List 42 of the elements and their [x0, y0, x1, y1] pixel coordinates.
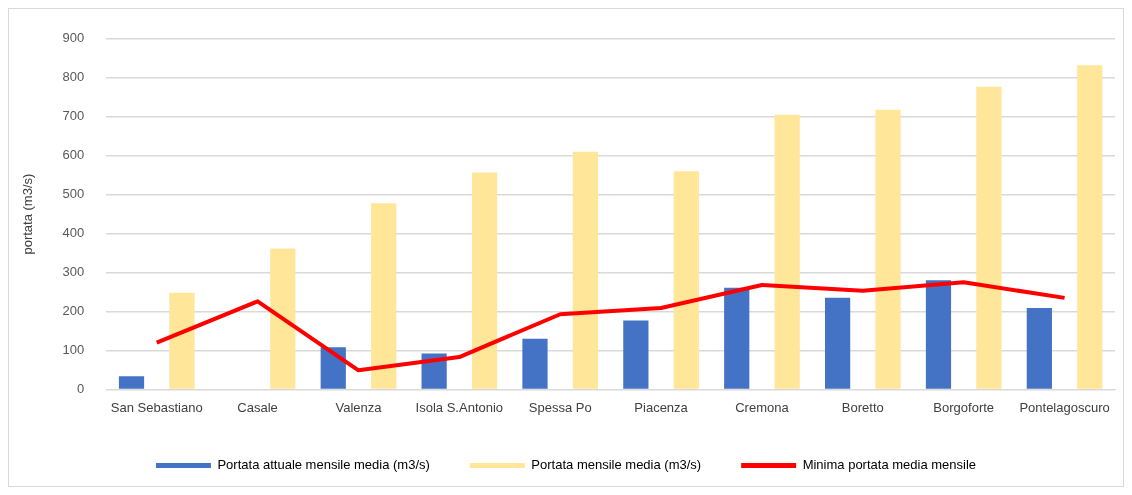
bar — [976, 86, 1002, 389]
y-tick-label: 200 — [62, 303, 85, 319]
x-tick-label: Spessa Po — [528, 399, 592, 415]
x-tick-label: Boretto — [841, 399, 884, 415]
y-axis-title: portata (m3/s) — [20, 173, 36, 255]
y-tick-label: 700 — [62, 108, 85, 124]
bar — [825, 297, 851, 389]
bar — [270, 248, 296, 389]
bar — [320, 347, 346, 389]
bar — [1077, 65, 1103, 389]
x-tick-label: Piacenza — [634, 399, 689, 415]
y-tick-label: 600 — [62, 147, 85, 163]
bar — [371, 203, 397, 389]
y-tick-label: 0 — [77, 380, 85, 396]
y-tick-label: 900 — [62, 30, 85, 46]
bar — [118, 376, 145, 389]
y-tick-label: 400 — [62, 225, 85, 241]
x-tick-label: San Sebastiano — [110, 399, 203, 415]
x-tick-label: Isola S.Antonio — [415, 399, 504, 415]
bar — [169, 292, 195, 389]
y-tick-label: 800 — [62, 69, 85, 85]
y-tick-label: 300 — [62, 264, 85, 280]
bar — [875, 109, 901, 389]
x-tick-label: Valenza — [335, 399, 383, 415]
bar — [774, 114, 800, 389]
legend-label: Portata attuale mensile media (m3/s) — [217, 457, 430, 473]
bar — [925, 280, 952, 389]
bar — [623, 320, 649, 389]
x-tick-label: Pontelagoscuro — [1019, 399, 1110, 415]
bar — [724, 287, 750, 389]
y-tick-label: 500 — [62, 186, 85, 202]
y-tick-label: 100 — [62, 342, 85, 358]
x-tick-label: Cremona — [735, 399, 790, 415]
bar — [673, 171, 699, 389]
x-tick-label: Casale — [237, 399, 278, 415]
legend-label: Portata mensile media (m3/s) — [531, 457, 702, 473]
bar — [1026, 307, 1052, 389]
legend-label: Minima portata media mensile — [802, 457, 977, 473]
bar — [572, 151, 599, 389]
x-tick-label: Borgoforte — [933, 399, 995, 415]
bar — [471, 172, 498, 389]
bar — [522, 338, 548, 389]
